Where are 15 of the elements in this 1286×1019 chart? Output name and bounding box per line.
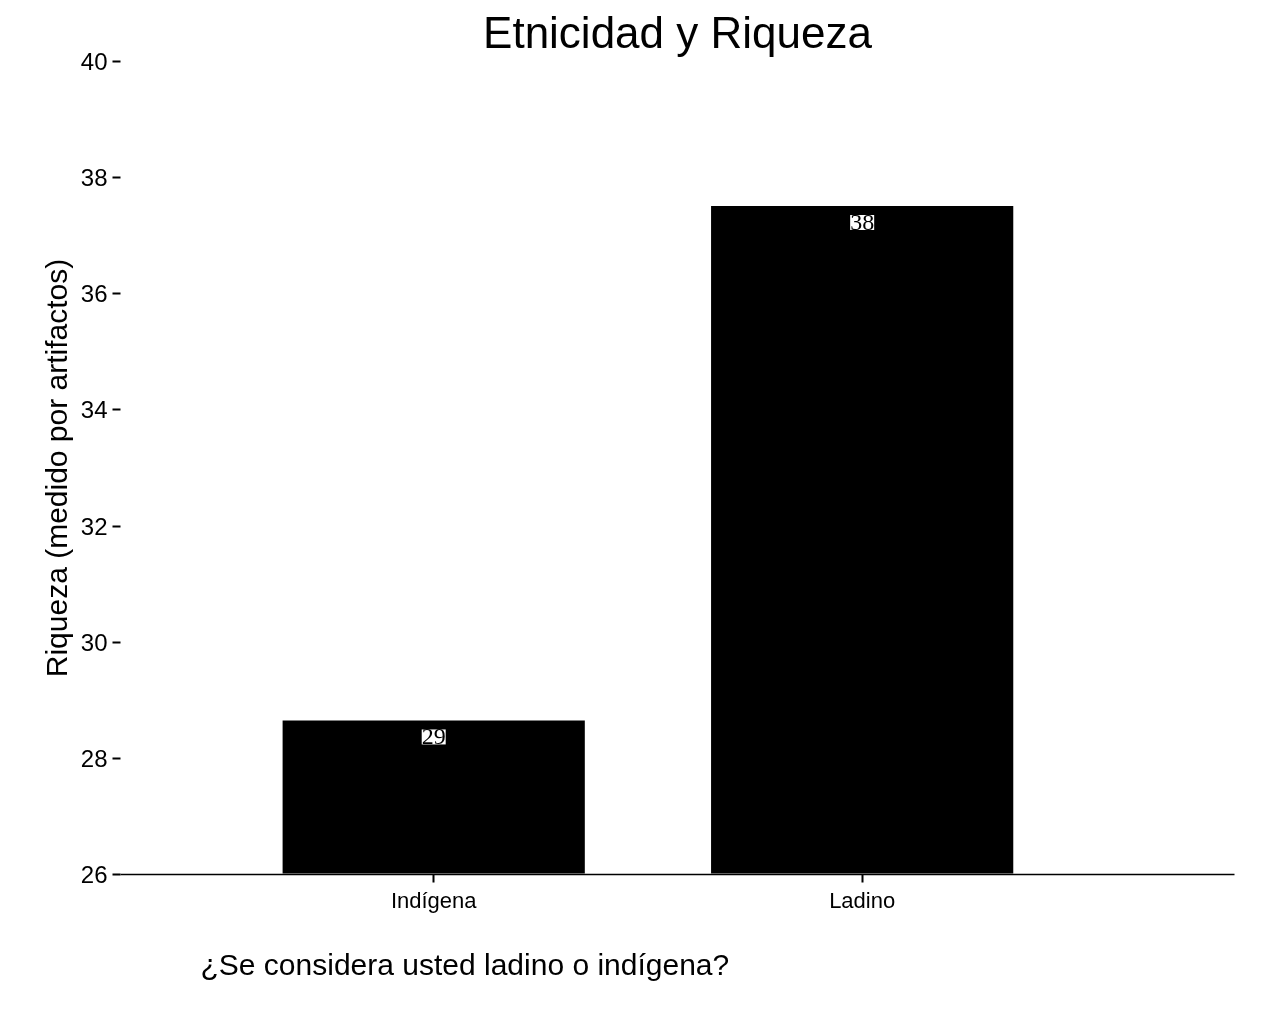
- x-tick-label: Indígena: [390, 887, 478, 913]
- y-tick-label: 28: [80, 744, 108, 772]
- y-tick-label: 40: [80, 48, 108, 75]
- data-label: 29: [421, 723, 446, 750]
- y-tick-label: 26: [80, 861, 108, 888]
- y-tick-label: 32: [80, 512, 108, 540]
- data-label: 38: [850, 208, 875, 235]
- y-tick-label: 30: [80, 628, 108, 656]
- y-tick-label: 38: [80, 164, 108, 192]
- chart-title: Etnicidad y Riqueza: [483, 7, 873, 57]
- y-tick-label: 34: [80, 396, 108, 424]
- y-tick-label: 36: [80, 280, 108, 308]
- y-axis-title: Riqueza (medido por artifactos): [39, 258, 73, 678]
- x-axis-title: ¿Se considera usted ladino o indígena?: [200, 947, 730, 981]
- x-tick-label: Ladino: [829, 887, 896, 913]
